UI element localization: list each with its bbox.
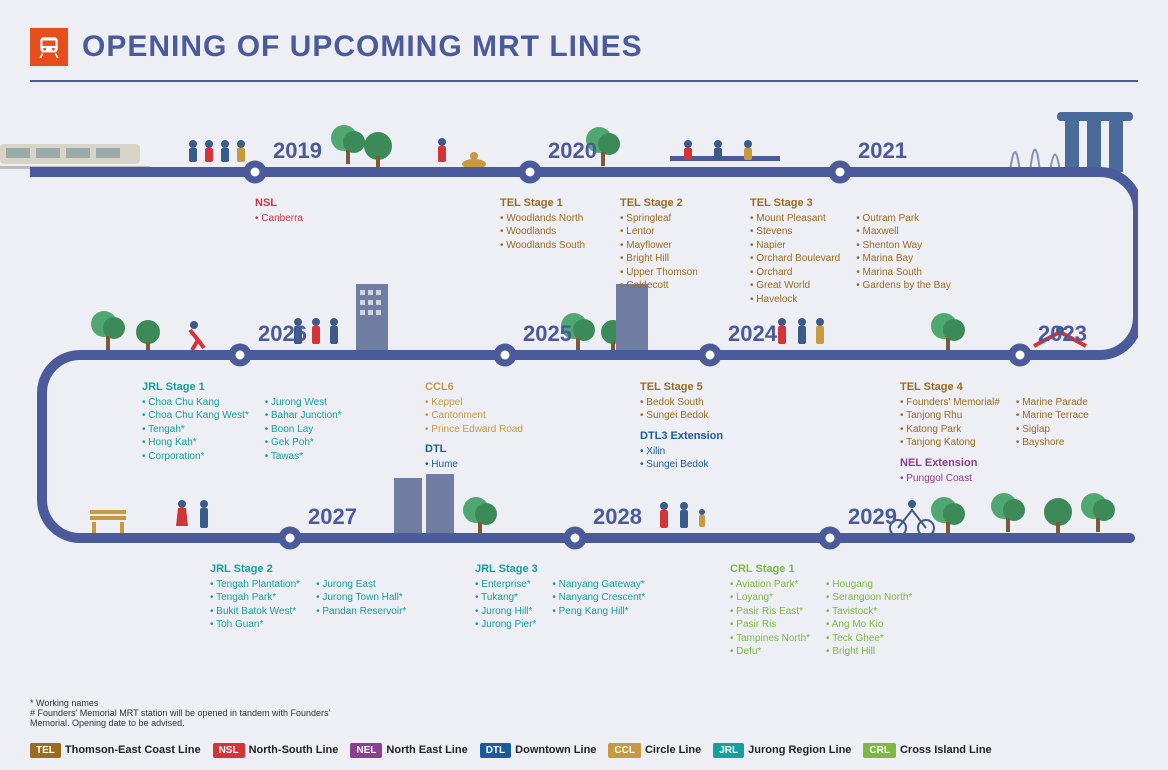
year-label-2029: 2029 — [848, 504, 897, 530]
legend: TELThomson-East Coast Line NSLNorth-South… — [30, 743, 1138, 758]
section-dtl3-extension: DTL3 ExtensionXilinSungei Bedok — [640, 429, 723, 472]
year-label-2021: 2021 — [858, 138, 907, 164]
legend-item-nel: NELNorth East Line — [350, 743, 467, 758]
footnote-working-names: * Working names — [30, 698, 370, 708]
footnotes: * Working names # Founders' Memorial MRT… — [30, 698, 370, 728]
timeline-block-2024: TEL Stage 5Bedok SouthSungei Bedok DTL3 E… — [640, 380, 723, 478]
title-divider — [30, 80, 1138, 82]
timeline-block-2019: NSLCanberra — [255, 196, 303, 231]
timeline-block-2026: JRL Stage 1Choa Chu KangChoa Chu Kang We… — [142, 380, 342, 469]
legend-item-nsl: NSLNorth-South Line — [213, 743, 339, 758]
timeline-block-2027: JRL Stage 2Tengah Plantation*Tengah Park… — [210, 562, 406, 638]
section-tel-stage-4: TEL Stage 4Founders' Memorial#Tanjong Rh… — [900, 380, 1089, 450]
year-label-2027: 2027 — [308, 504, 357, 530]
section-jrl-stage-3: JRL Stage 3Enterprise*Tukang*Jurong Hill… — [475, 562, 645, 632]
section-nsl: NSLCanberra — [255, 196, 303, 225]
year-label-2026: 2026 — [258, 321, 307, 347]
timeline-block-2025: CCL6KeppelCantonmentPrince Edward Road DT… — [425, 380, 523, 478]
timeline-block-2028: JRL Stage 3Enterprise*Tukang*Jurong Hill… — [475, 562, 645, 638]
legend-item-ccl: CCLCircle Line — [608, 743, 701, 758]
mrt-logo-icon — [30, 28, 68, 66]
legend-item-jrl: JRLJurong Region Line — [713, 743, 851, 758]
legend-item-tel: TELThomson-East Coast Line — [30, 743, 201, 758]
timeline-block-2021a: TEL Stage 2SpringleafLentorMayflowerBrig… — [620, 196, 698, 299]
legend-item-dtl: DTLDowntown Line — [480, 743, 597, 758]
section-tel-stage-5: TEL Stage 5Bedok SouthSungei Bedok — [640, 380, 723, 423]
section-crl-stage-1: CRL Stage 1Aviation Park*Loyang*Pasir Ri… — [730, 562, 912, 659]
timeline-block-2021b: TEL Stage 3Mount PleasantStevensNapierOr… — [750, 196, 951, 312]
section-tel-stage-1: TEL Stage 1Woodlands NorthWoodlandsWoodl… — [500, 196, 585, 252]
section-ccl6: CCL6KeppelCantonmentPrince Edward Road — [425, 380, 523, 436]
section-tel-stage-2: TEL Stage 2SpringleafLentorMayflowerBrig… — [620, 196, 698, 293]
timeline-block-2023: TEL Stage 4Founders' Memorial#Tanjong Rh… — [900, 380, 1089, 491]
section-dtl: DTLHume — [425, 442, 523, 471]
section-jrl-stage-2: JRL Stage 2Tengah Plantation*Tengah Park… — [210, 562, 406, 632]
timeline-block-2029: CRL Stage 1Aviation Park*Loyang*Pasir Ri… — [730, 562, 912, 665]
section-nel-extension: NEL ExtensionPunggol Coast — [900, 456, 1089, 485]
year-label-2020: 2020 — [548, 138, 597, 164]
legend-item-crl: CRLCross Island Line — [863, 743, 991, 758]
timeline-block-2020: TEL Stage 1Woodlands NorthWoodlandsWoodl… — [500, 196, 585, 258]
year-label-2028: 2028 — [593, 504, 642, 530]
year-label-2019: 2019 — [273, 138, 322, 164]
timeline-canvas: 2019 2020 2021 2023 2024 2025 2026 2027 2028 2029… — [30, 94, 1138, 684]
section-tel-stage-3: TEL Stage 3Mount PleasantStevensNapierOr… — [750, 196, 951, 306]
year-label-2025: 2025 — [523, 321, 572, 347]
section-jrl-stage-1: JRL Stage 1Choa Chu KangChoa Chu Kang We… — [142, 380, 342, 463]
footnote-founders: # Founders' Memorial MRT station will be… — [30, 708, 370, 728]
year-label-2023: 2023 — [1038, 321, 1087, 347]
page-title: OPENING OF UPCOMING MRT LINES — [82, 30, 643, 64]
year-label-2024: 2024 — [728, 321, 777, 347]
